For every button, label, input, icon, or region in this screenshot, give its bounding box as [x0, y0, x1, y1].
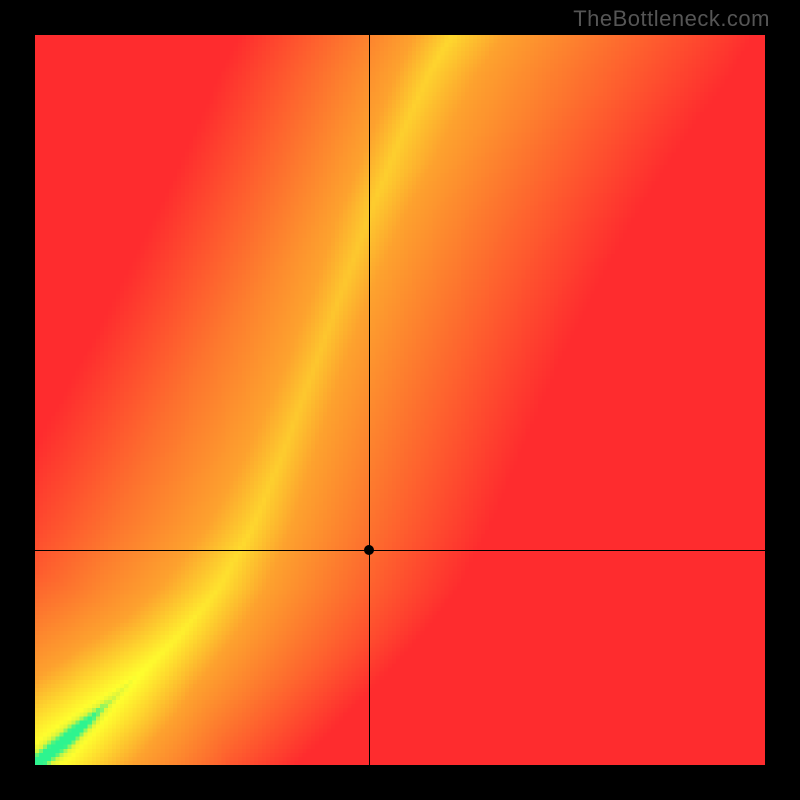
- watermark-text: TheBottleneck.com: [573, 6, 770, 32]
- heatmap-canvas: [35, 35, 765, 765]
- crosshair-marker: [364, 545, 374, 555]
- crosshair-vertical: [369, 35, 370, 765]
- chart-container: TheBottleneck.com: [0, 0, 800, 800]
- crosshair-horizontal: [35, 550, 765, 551]
